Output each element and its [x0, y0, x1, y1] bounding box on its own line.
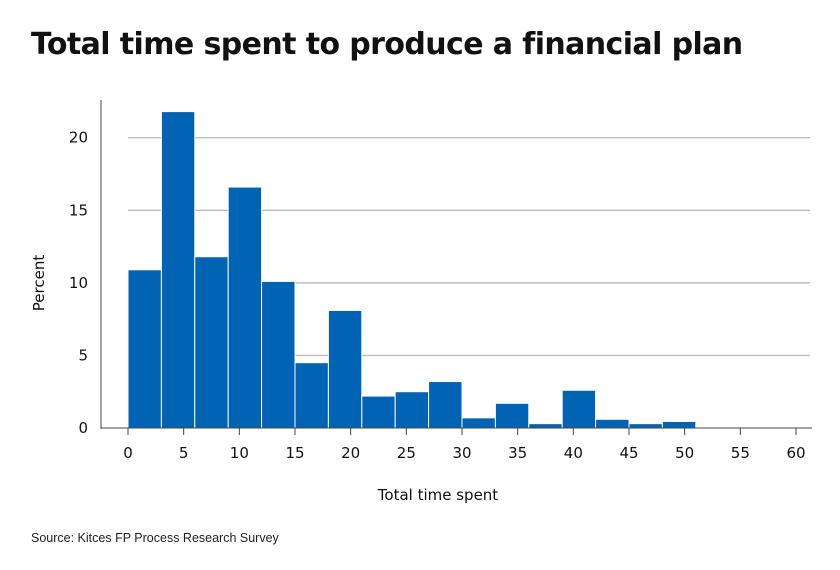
histogram-bar — [227, 186, 263, 429]
histogram-bar — [661, 420, 697, 429]
x-tick-label: 45 — [619, 444, 638, 462]
chart-title: Total time spent to produce a financial … — [31, 27, 743, 62]
x-tick-labels: 0 5 10 15 20 25 30 35 40 45 50 55 60 — [123, 444, 805, 462]
x-tick-label: 60 — [786, 444, 805, 462]
histogram-bar — [127, 269, 162, 429]
y-tick-label: 15 — [69, 201, 88, 219]
histogram-bar — [561, 389, 597, 429]
histogram-chart: 0 5 10 15 20 0 5 10 15 20 25 30 35 40 45 50 55 60 Total … — [30, 100, 812, 504]
x-tick-label: 40 — [564, 444, 583, 462]
x-tick-label: 0 — [123, 444, 133, 462]
y-tick-label: 20 — [69, 129, 88, 147]
x-tick-label: 25 — [397, 444, 416, 462]
histogram-bar — [327, 309, 363, 429]
y-tick-label: 0 — [78, 419, 88, 437]
histogram-bar — [428, 381, 463, 429]
x-tick-label: 20 — [341, 444, 360, 462]
x-tick-label: 55 — [731, 444, 750, 462]
x-tick-label: 10 — [230, 444, 249, 462]
y-tick-label: 5 — [78, 346, 88, 364]
histogram-bar — [294, 362, 329, 429]
histogram-bar — [194, 256, 229, 429]
source-note: Source: Kitces FP Process Research Surve… — [31, 531, 279, 545]
histogram-bar — [160, 111, 196, 429]
y-axis-label: Percent — [30, 255, 48, 312]
histogram-bar — [261, 280, 296, 429]
x-tick-label: 30 — [452, 444, 471, 462]
x-axis-label: Total time spent — [377, 486, 499, 504]
x-tick-label: 15 — [285, 444, 304, 462]
histogram-bar — [361, 395, 396, 429]
y-tick-label: 10 — [69, 274, 88, 292]
x-tick-label: 35 — [508, 444, 527, 462]
histogram-bar — [394, 391, 430, 429]
bars — [127, 111, 797, 429]
histogram-bar — [595, 418, 630, 429]
histogram-bar — [628, 423, 663, 429]
histogram-bar — [494, 402, 530, 429]
x-tick-label: 5 — [179, 444, 189, 462]
histogram-bar — [528, 423, 563, 429]
axes — [100, 100, 812, 435]
y-tick-labels: 0 5 10 15 20 — [69, 129, 88, 437]
histogram-bar — [461, 417, 496, 429]
x-tick-label: 50 — [675, 444, 694, 462]
